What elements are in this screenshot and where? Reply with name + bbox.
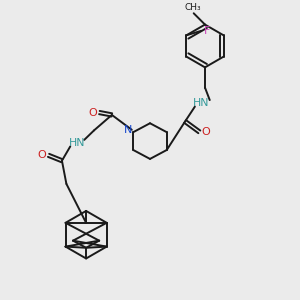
- Text: N: N: [124, 125, 132, 135]
- Text: HN: HN: [193, 98, 210, 108]
- Text: HN: HN: [68, 138, 85, 148]
- Text: O: O: [88, 108, 97, 118]
- Text: O: O: [202, 127, 210, 137]
- Text: F: F: [203, 26, 210, 36]
- Text: O: O: [38, 150, 46, 160]
- Text: CH₃: CH₃: [185, 3, 201, 12]
